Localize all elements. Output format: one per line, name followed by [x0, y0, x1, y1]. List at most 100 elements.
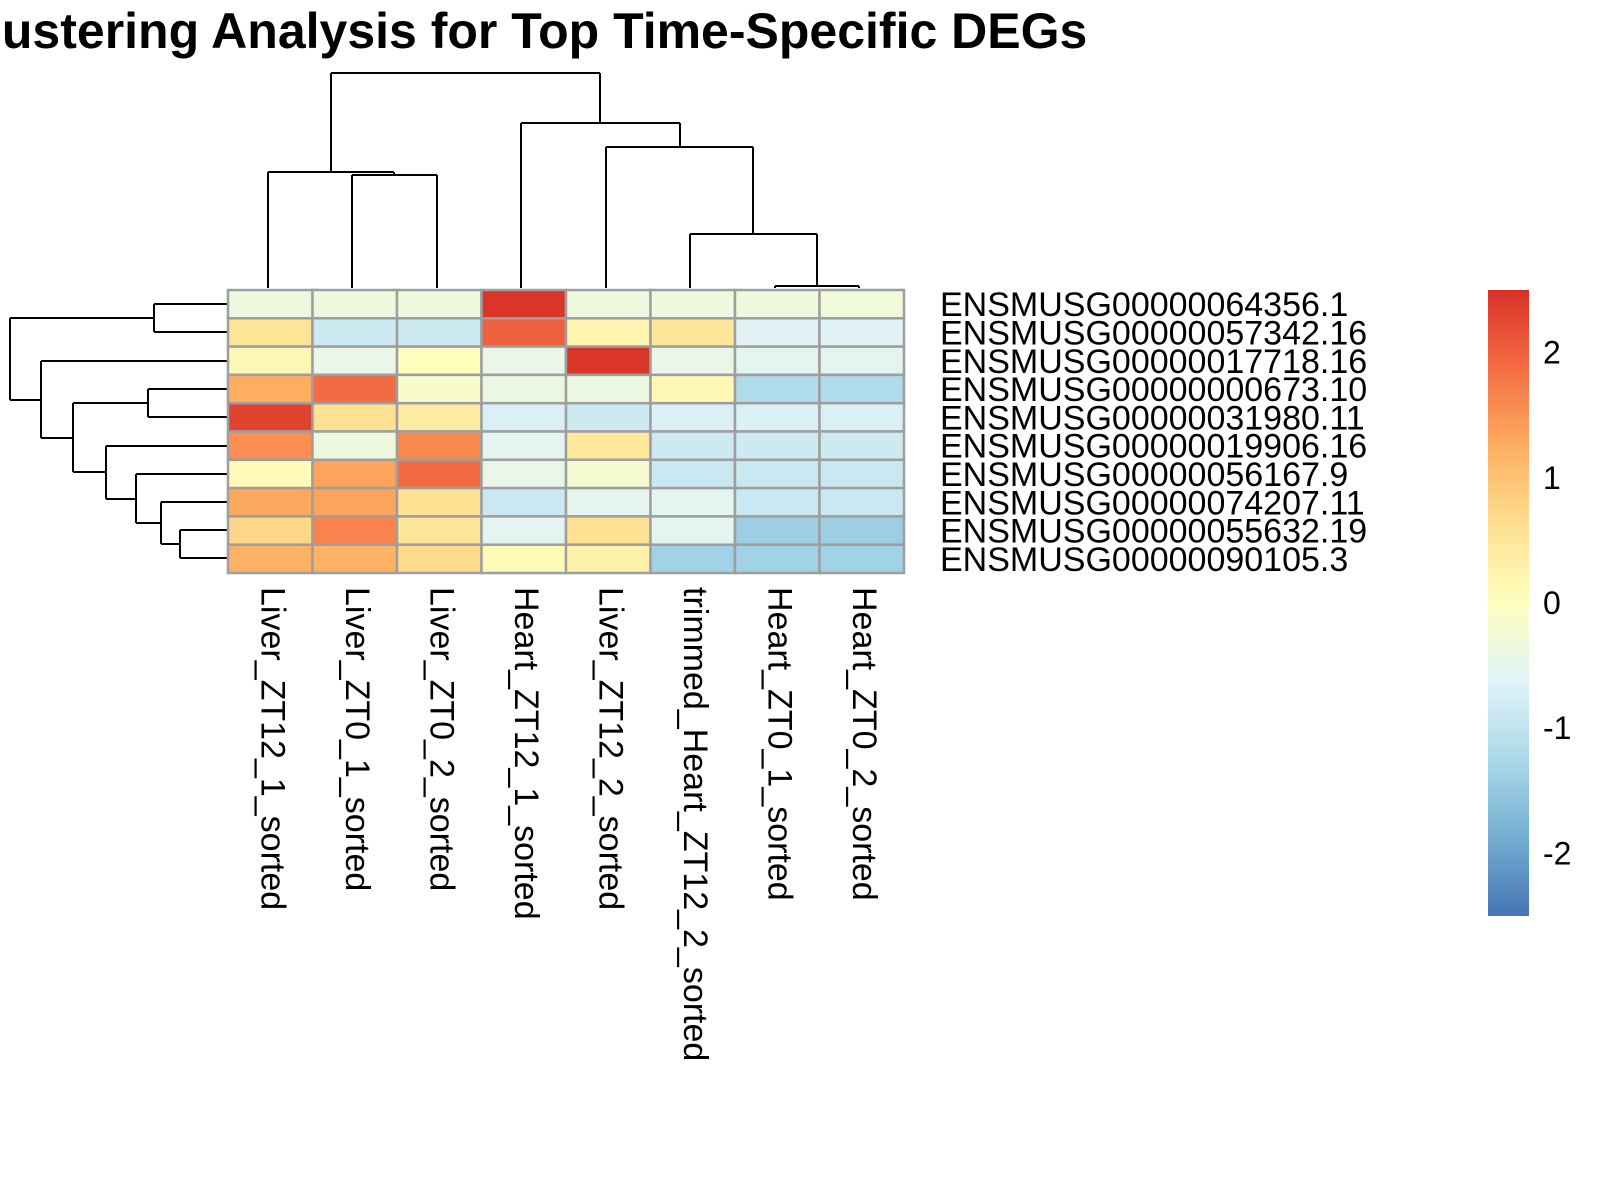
heatmap-cell [733, 401, 821, 433]
color-legend-ticks: 2 1 0 -1 -2 [1543, 335, 1571, 872]
heatmap-cell [226, 486, 314, 518]
row-label: ENSMUSG00000000673.10 [940, 371, 1367, 409]
heatmap-cell [733, 430, 821, 462]
heatmap-cell [311, 288, 399, 320]
heatmap-cell [649, 345, 737, 377]
column-label: trimmed_Heart_ZT12_2_sorted [676, 587, 714, 1061]
heatmap-cell [480, 515, 568, 546]
heatmap-cell [395, 458, 483, 490]
row-label: ENSMUSG00000056167.9 [940, 456, 1348, 494]
heatmap-cell [311, 317, 399, 348]
heatmap-cell [733, 345, 821, 377]
heatmap-cell [649, 317, 737, 348]
heatmap-cell [818, 345, 906, 377]
heatmap-cell [564, 345, 652, 377]
heatmap-cell [311, 543, 399, 575]
column-label: Liver_ZT0_2_sorted [422, 587, 460, 891]
heatmap-cell [649, 543, 737, 575]
row-label: ENSMUSG00000090105.3 [940, 541, 1348, 579]
heatmap-cell [395, 430, 483, 462]
heatmap-cell [226, 430, 314, 462]
heatmap-cell [395, 401, 483, 433]
heatmap-cell [564, 401, 652, 433]
column-label: Heart_ZT0_1_sorted [760, 587, 798, 901]
heatmap-cell [564, 317, 652, 348]
heatmap-cell [226, 345, 314, 377]
heatmap-cell [480, 401, 568, 433]
heatmap-cell [226, 515, 314, 546]
heatmap-cell [480, 543, 568, 575]
heatmap-cell [818, 317, 906, 348]
heatmap-cell [311, 345, 399, 377]
column-dendrogram [267, 72, 860, 288]
row-dendrogram [9, 303, 228, 559]
column-label: Liver_ZT0_1_sorted [338, 587, 376, 891]
column-label: Heart_ZT0_2_sorted [845, 587, 883, 901]
heatmap-cell [311, 373, 399, 405]
heatmap-cell [564, 458, 652, 490]
heatmap-cell [564, 543, 652, 575]
heatmap-cell [395, 288, 483, 320]
column-label: Heart_ZT12_1_sorted [507, 587, 545, 920]
heatmap-cell [480, 373, 568, 405]
heatmap-cell [311, 486, 399, 518]
heatmap-cell [649, 430, 737, 462]
heatmap-cell [395, 317, 483, 348]
heatmap-cell [733, 373, 821, 405]
heatmap-cell [311, 401, 399, 433]
heatmap-cell [818, 430, 906, 462]
column-labels: Liver_ZT12_1_sorted Liver_ZT0_1_sorted Liv… [253, 587, 883, 1061]
heatmap-cell [649, 401, 737, 433]
heatmap-cell [395, 543, 483, 575]
chart-title: lustering Analysis for Top Time-Specific… [0, 3, 1087, 59]
heatmap-cell [733, 288, 821, 320]
heatmap-cell [818, 486, 906, 518]
legend-tick-label: 2 [1543, 335, 1561, 371]
heatmap-cell [311, 458, 399, 490]
heatmap-cell [733, 543, 821, 575]
heatmap-cells [226, 288, 906, 575]
heatmap-cell [395, 486, 483, 518]
heatmap-cell [226, 401, 314, 433]
row-label: ENSMUSG00000031980.11 [940, 399, 1365, 437]
heatmap-cell [226, 458, 314, 490]
heatmap-cell [649, 288, 737, 320]
legend-tick-label: 1 [1543, 460, 1561, 496]
heatmap-cell [226, 288, 314, 320]
row-label: ENSMUSG00000019906.16 [940, 428, 1367, 466]
heatmap-cell [818, 458, 906, 490]
heatmap-cell [649, 458, 737, 490]
color-legend: 2 1 0 -1 -2 [1488, 290, 1571, 916]
heatmap-cell [480, 288, 568, 320]
heatmap-cell [733, 458, 821, 490]
column-label: Liver_ZT12_1_sorted [253, 587, 291, 910]
legend-tick-label: -2 [1543, 835, 1571, 871]
heatmap-cell [480, 486, 568, 518]
heatmap-cell [311, 515, 399, 546]
heatmap-cell [226, 543, 314, 575]
legend-tick-label: 0 [1543, 585, 1561, 621]
heatmap-cell [733, 515, 821, 546]
heatmap-cell [818, 288, 906, 320]
heatmap-cell [564, 373, 652, 405]
heatmap-cell [818, 373, 906, 405]
heatmap-cell [649, 515, 737, 546]
heatmap-cell [395, 515, 483, 546]
heatmap-cell [480, 345, 568, 377]
heatmap-cell [395, 345, 483, 377]
column-label: Liver_ZT12_2_sorted [591, 587, 629, 910]
heatmap-cell [649, 373, 737, 405]
heatmap-cell [818, 515, 906, 546]
heatmap-cell [480, 458, 568, 490]
row-label: ENSMUSG00000055632.19 [940, 513, 1367, 551]
legend-tick-label: -1 [1543, 710, 1571, 746]
row-label: ENSMUSG00000064356.1 [940, 286, 1348, 324]
heatmap-cell [480, 430, 568, 462]
row-label: ENSMUSG00000017718.16 [940, 343, 1367, 381]
heatmap-cell [649, 486, 737, 518]
heatmap-cell [480, 317, 568, 348]
heatmap-cell [311, 430, 399, 462]
heatmap-cell [818, 543, 906, 575]
heatmap-cell [564, 288, 652, 320]
